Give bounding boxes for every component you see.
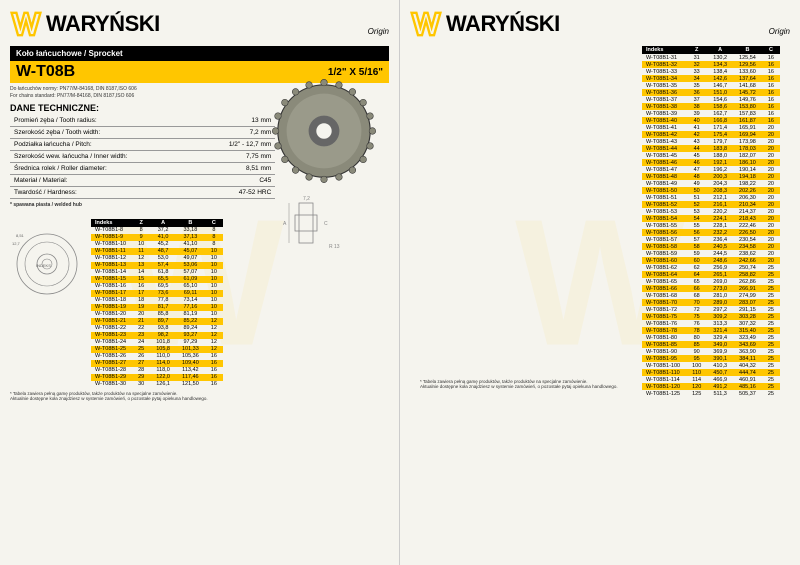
table-row: W-T08B1-6464265,1258,8225 xyxy=(642,271,780,278)
left-data-table: IndeksZABC W-T08B1-8837,233,188W-T08B1-9… xyxy=(91,219,223,388)
brand-name: WARYŃSKI xyxy=(46,11,160,37)
table-row: W-T08B1-9595390,1384,1125 xyxy=(642,355,780,362)
table-row: W-T08B1-100100410,3404,3225 xyxy=(642,362,780,369)
table-row: W-T08B1-2525105,8101,3312 xyxy=(91,346,223,353)
table-row: W-T08B1-4949204,3198,2220 xyxy=(642,180,780,187)
table-row: W-T08B1-7575309,2303,2825 xyxy=(642,313,780,320)
brand-name: WARYŃSKI xyxy=(446,11,560,37)
table-row: W-T08B1-5555228,1222,4620 xyxy=(642,222,780,229)
table-row: W-T08B1-7272297,2291,1525 xyxy=(642,306,780,313)
table-row: W-T08B1-5656232,2226,5020 xyxy=(642,229,780,236)
table-row: W-T08B1-3434142,6137,6416 xyxy=(642,75,780,82)
table-row: W-T08B1-181877,873,1410 xyxy=(91,297,223,304)
table-row: W-T08B1-3535146,7141,6816 xyxy=(642,82,780,89)
table-row: W-T08B1-8080329,4323,4925 xyxy=(642,334,780,341)
table-row: W-T08B1-111148,745,0710 xyxy=(91,248,223,255)
svg-text:7,2: 7,2 xyxy=(303,196,310,202)
product-title: Koło łańcuchowe / Sprocket xyxy=(10,46,389,61)
table-row: W-T08B1-141461,857,0710 xyxy=(91,269,223,276)
table-row: W-T08B1-3232134,3129,5616 xyxy=(642,61,780,68)
table-row: W-T08B1-6666273,0266,9125 xyxy=(642,285,780,292)
table-row: W-T08B1-6868281,0274,9925 xyxy=(642,292,780,299)
table-row: W-T08B1-110110450,7444,7425 xyxy=(642,369,780,376)
brand-origin: Origin xyxy=(368,27,389,36)
brand-origin: Origin xyxy=(769,27,790,36)
table-row: W-T08B1-5757236,4230,5420 xyxy=(642,236,780,243)
table-row: W-T08B1-232398,293,2712 xyxy=(91,332,223,339)
footnote-right: * Tabela zawiera pełną gamę produktów, t… xyxy=(420,379,780,389)
table-row: W-T08B1-3939162,7157,8316 xyxy=(642,110,780,117)
table-row: W-T08B1-4141171,4165,9120 xyxy=(642,124,780,131)
svg-text:C: C xyxy=(324,221,328,227)
table-row: W-T08B1-5959244,5238,6220 xyxy=(642,250,780,257)
table-row: W-T08B1-212189,785,2212 xyxy=(91,318,223,325)
table-row: W-T08B1-4040166,8161,8716 xyxy=(642,117,780,124)
table-row: W-T08B1-171773,669,1110 xyxy=(91,290,223,297)
table-row: W-T08B1-121253,049,0710 xyxy=(91,255,223,262)
brand-header: WARYŃSKI Origin xyxy=(10,8,389,40)
svg-text:A: A xyxy=(283,221,287,227)
table-row: W-T08B1-8585349,0343,6925 xyxy=(642,341,780,348)
table-row: W-T08B1-3838158,6153,8016 xyxy=(642,103,780,110)
table-row: W-T08B1-3636151,0145,7216 xyxy=(642,89,780,96)
svg-text:INDEKS: INDEKS xyxy=(36,263,51,268)
product-code: W-T08B xyxy=(16,63,75,81)
table-row: W-T08B1-4545188,0182,0720 xyxy=(642,152,780,159)
table-row: W-T08B1-5050208,3202,2620 xyxy=(642,187,780,194)
table-row: W-T08B1-125125511,3505,3725 xyxy=(642,390,780,397)
brand-logo-icon xyxy=(410,8,442,40)
table-row: W-T08B1-151565,561,0910 xyxy=(91,276,223,283)
table-row: W-T08B1-2424101,897,2912 xyxy=(91,339,223,346)
table-row: W-T08B1-3333138,4133,6016 xyxy=(642,68,780,75)
table-row: W-T08B1-3030126,1121,5016 xyxy=(91,381,223,388)
table-row: W-T08B1-7676313,3307,3225 xyxy=(642,320,780,327)
svg-text:8,51: 8,51 xyxy=(16,233,25,238)
table-row: W-T08B1-4242175,4169,9420 xyxy=(642,131,780,138)
table-row: W-T08B1-4848200,3194,1820 xyxy=(642,173,780,180)
table-row: W-T08B1-131357,453,0610 xyxy=(91,262,223,269)
table-row: W-T08B1-8837,233,188 xyxy=(91,227,223,234)
profile-diagram: A 7,2 C R 13 xyxy=(269,193,359,253)
table-row: W-T08B1-2727114,0109,4016 xyxy=(91,360,223,367)
table-row: W-T08B1-191981,777,1610 xyxy=(91,304,223,311)
table-row: W-T08B1-3737154,6149,7616 xyxy=(642,96,780,103)
footnote-left: * Tabela zawiera pełną gamę produktów, t… xyxy=(10,391,389,401)
sprocket-image xyxy=(269,76,379,186)
table-row: W-T08B1-3131130,2125,5416 xyxy=(642,54,780,61)
table-row: W-T08B1-5151212,1206,3020 xyxy=(642,194,780,201)
table-row: W-T08B1-4646192,1186,1020 xyxy=(642,159,780,166)
table-row: W-T08B1-6565269,0262,8625 xyxy=(642,278,780,285)
right-data-table: IndeksZABC W-T08B1-3131130,2125,5416W-T0… xyxy=(642,46,780,397)
table-row: W-T08B1-5252216,1210,3420 xyxy=(642,201,780,208)
table-row: W-T08B1-101045,241,108 xyxy=(91,241,223,248)
table-row: W-T08B1-4444183,8178,0320 xyxy=(642,145,780,152)
brand-header-right: WARYŃSKI Origin xyxy=(410,8,790,40)
table-row: W-T08B1-5858240,5234,5820 xyxy=(642,243,780,250)
table-row: W-T08B1-6262256,9250,7425 xyxy=(642,264,780,271)
table-row: W-T08B1-2626110,0105,3616 xyxy=(91,353,223,360)
table-row: W-T08B1-222293,889,2412 xyxy=(91,325,223,332)
table-row: W-T08B1-9941,037,138 xyxy=(91,234,223,241)
table-row: W-T08B1-5353220,2214,3720 xyxy=(642,208,780,215)
table-row: W-T08B1-2929122,0117,4616 xyxy=(91,374,223,381)
specs-table: Promień zęba / Tooth radius:13 mmSzeroko… xyxy=(10,115,275,199)
table-row: W-T08B1-6060248,6242,6620 xyxy=(642,257,780,264)
table-row: W-T08B1-2828118,0113,4216 xyxy=(91,367,223,374)
table-row: W-T08B1-7070289,0283,0725 xyxy=(642,299,780,306)
svg-text:R 13: R 13 xyxy=(329,244,340,250)
table-row: W-T08B1-161669,565,1010 xyxy=(91,283,223,290)
table-row: W-T08B1-4343179,7173,9820 xyxy=(642,138,780,145)
brand-logo-icon xyxy=(10,8,42,40)
table-row: W-T08B1-202085,881,1910 xyxy=(91,311,223,318)
table-row: W-T08B1-5454224,1218,4320 xyxy=(642,215,780,222)
table-row: W-T08B1-4747196,2190,1420 xyxy=(642,166,780,173)
dimension-diagram: INDEKS 8,51 12,7 xyxy=(10,227,85,302)
table-row: W-T08B1-7878321,4315,4025 xyxy=(642,327,780,334)
table-row: W-T08B1-9090369,9363,9025 xyxy=(642,348,780,355)
svg-text:12,7: 12,7 xyxy=(12,241,21,246)
